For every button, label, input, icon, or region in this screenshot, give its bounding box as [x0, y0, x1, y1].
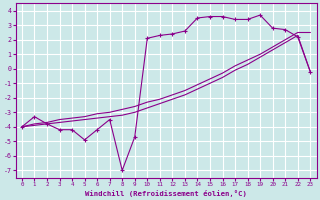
X-axis label: Windchill (Refroidissement éolien,°C): Windchill (Refroidissement éolien,°C)	[85, 190, 247, 197]
